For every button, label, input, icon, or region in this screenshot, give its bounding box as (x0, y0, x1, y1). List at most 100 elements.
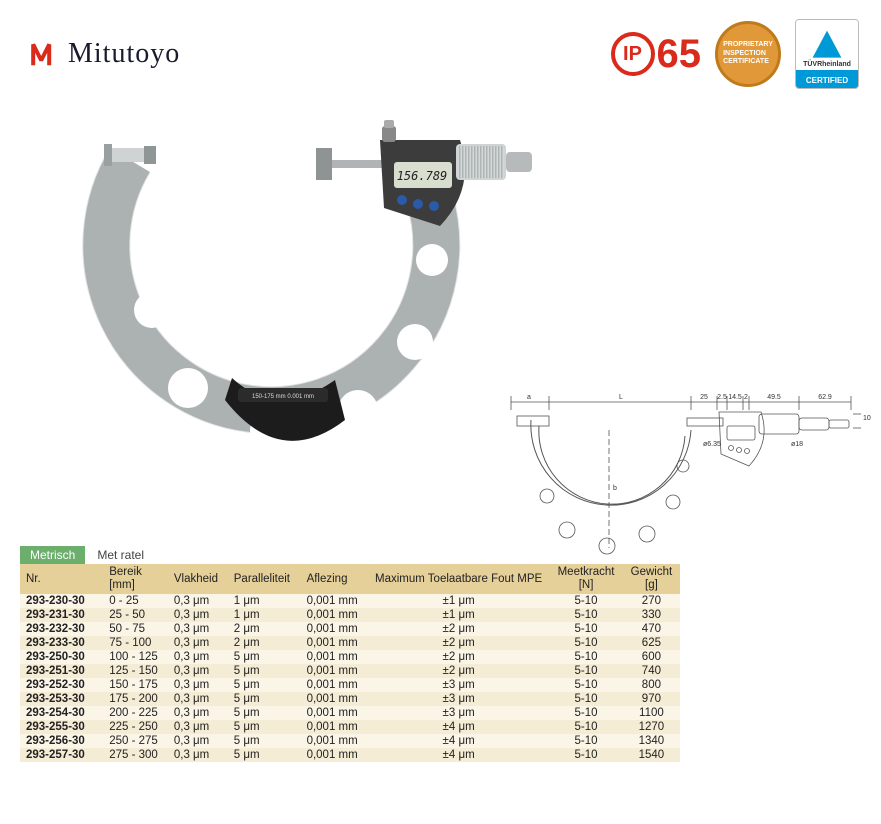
tuv-badge: TÜVRheinland CERTIFIED (795, 19, 859, 89)
brand-name: Mitutoyo (68, 38, 180, 70)
table-cell: 0,001 mm (301, 594, 368, 608)
table-cell: 970 (623, 692, 680, 706)
table-cell: 0,001 mm (301, 748, 368, 762)
table-cell: 5-10 (549, 650, 623, 664)
svg-text:62.9: 62.9 (818, 394, 832, 401)
ip65-badge: IP 65 (611, 32, 702, 76)
table-cell: 5 μm (228, 692, 301, 706)
header: Mitutoyo IP 65 PROPRIETARY INSPECTION CE… (0, 0, 881, 90)
table-cell: 293-250-30 (20, 650, 103, 664)
tuv-triangle-icon (809, 27, 845, 63)
table-cell: 75 - 100 (103, 636, 168, 650)
table-cell: 293-257-30 (20, 748, 103, 762)
table-cell: 0,3 μm (168, 594, 228, 608)
table-row: 293-254-30200 - 2250,3 μm5 μm0,001 mm±3 … (20, 706, 680, 720)
table-cell: 175 - 200 (103, 692, 168, 706)
col-header: Nr. (20, 564, 103, 594)
table-cell: 5-10 (549, 594, 623, 608)
table-cell: 800 (623, 678, 680, 692)
svg-text:2: 2 (744, 394, 748, 401)
table-cell: 5 μm (228, 664, 301, 678)
ip-circle: IP (611, 32, 655, 76)
table-cell: ±2 μm (368, 636, 549, 650)
spec-table: Nr.Bereik[mm]VlakheidParalleliteitAflezi… (20, 564, 680, 762)
table-cell: 0,001 mm (301, 706, 368, 720)
table-cell: ±4 μm (368, 748, 549, 762)
mitutoyo-icon (30, 38, 62, 70)
table-cell: 293-256-30 (20, 734, 103, 748)
table-cell: ±2 μm (368, 622, 549, 636)
table-cell: 293-255-30 (20, 720, 103, 734)
table-row: 293-251-30125 - 1500,3 μm5 μm0,001 mm±2 … (20, 664, 680, 678)
svg-text:ø18: ø18 (791, 441, 803, 448)
table-cell: 293-253-30 (20, 692, 103, 706)
table-cell: 0,3 μm (168, 748, 228, 762)
table-header-row: Nr.Bereik[mm]VlakheidParalleliteitAflezi… (20, 564, 680, 594)
table-cell: 293-254-30 (20, 706, 103, 720)
table-cell: 0,3 μm (168, 650, 228, 664)
col-header: Vlakheid (168, 564, 228, 594)
badge-row: IP 65 PROPRIETARY INSPECTION CERTIFICATE… (611, 19, 860, 89)
svg-text:25: 25 (700, 394, 708, 401)
table-cell: 5 μm (228, 734, 301, 748)
table-cell: ±2 μm (368, 664, 549, 678)
table-cell: 5-10 (549, 622, 623, 636)
table-cell: ±3 μm (368, 692, 549, 706)
tab-metric: Metrisch (20, 546, 85, 564)
display-readout: 156.789 (397, 169, 448, 183)
table-cell: 0 - 25 (103, 594, 168, 608)
table-cell: 740 (623, 664, 680, 678)
table-cell: 0,3 μm (168, 720, 228, 734)
svg-text:b: b (613, 485, 617, 492)
table-cell: 293-252-30 (20, 678, 103, 692)
table-cell: 293-232-30 (20, 622, 103, 636)
table-cell: 0,001 mm (301, 650, 368, 664)
table-cell: 5-10 (549, 664, 623, 678)
spec-table-container: Metrisch Met ratel Nr.Bereik[mm]Vlakheid… (20, 546, 680, 762)
table-cell: 5 μm (228, 706, 301, 720)
table-row: 293-231-3025 - 500,3 μm1 μm0,001 mm±1 μm… (20, 608, 680, 622)
table-cell: ±2 μm (368, 650, 549, 664)
table-cell: 50 - 75 (103, 622, 168, 636)
table-cell: 0,001 mm (301, 678, 368, 692)
table-cell: 225 - 250 (103, 720, 168, 734)
svg-text:14.5: 14.5 (728, 394, 742, 401)
table-cell: 0,3 μm (168, 664, 228, 678)
table-cell: 5-10 (549, 720, 623, 734)
tuv-logo-area: TÜVRheinland (796, 20, 858, 70)
table-cell: 1100 (623, 706, 680, 720)
table-row: 293-250-30100 - 1250,3 μm5 μm0,001 mm±2 … (20, 650, 680, 664)
table-row: 293-232-3050 - 750,3 μm2 μm0,001 mm±2 μm… (20, 622, 680, 636)
table-cell: 5-10 (549, 692, 623, 706)
table-cell: 5 μm (228, 748, 301, 762)
micrometer-illustration: 150-175 mm 0.001 mm 156.789 (60, 100, 540, 480)
table-row: 293-256-30250 - 2750,3 μm5 μm0,001 mm±4 … (20, 734, 680, 748)
tuv-brand: TÜVRheinland (803, 61, 851, 68)
table-row: 293-252-30150 - 1750,3 μm5 μm0,001 mm±3 … (20, 678, 680, 692)
cert-text: PROPRIETARY INSPECTION CERTIFICATE (723, 41, 773, 66)
ip-label: IP (623, 43, 642, 66)
tuv-status: CERTIFIED (796, 70, 858, 89)
table-cell: 5-10 (549, 678, 623, 692)
product-area: 150-175 mm 0.001 mm 156.789 (0, 90, 881, 540)
table-cell: 0,001 mm (301, 608, 368, 622)
table-cell: ±4 μm (368, 734, 549, 748)
table-cell: 330 (623, 608, 680, 622)
svg-text:10.8: 10.8 (863, 415, 871, 422)
grip-label: 150-175 mm 0.001 mm (252, 394, 314, 400)
table-cell: 0,001 mm (301, 664, 368, 678)
svg-text:L: L (619, 394, 623, 401)
svg-text:ø6.35: ø6.35 (703, 441, 721, 448)
table-cell: 0,3 μm (168, 706, 228, 720)
table-row: 293-233-3075 - 1000,3 μm2 μm0,001 mm±2 μ… (20, 636, 680, 650)
table-cell: 293-230-30 (20, 594, 103, 608)
table-cell: 5-10 (549, 608, 623, 622)
table-cell: 1 μm (228, 608, 301, 622)
table-cell: 0,3 μm (168, 608, 228, 622)
table-cell: 470 (623, 622, 680, 636)
col-header: Paralleliteit (228, 564, 301, 594)
table-cell: 5 μm (228, 720, 301, 734)
technical-drawing: a L 25 2.5 14.5 2 49.5 62.9 (491, 390, 871, 560)
table-cell: 0,3 μm (168, 734, 228, 748)
table-cell: 1270 (623, 720, 680, 734)
